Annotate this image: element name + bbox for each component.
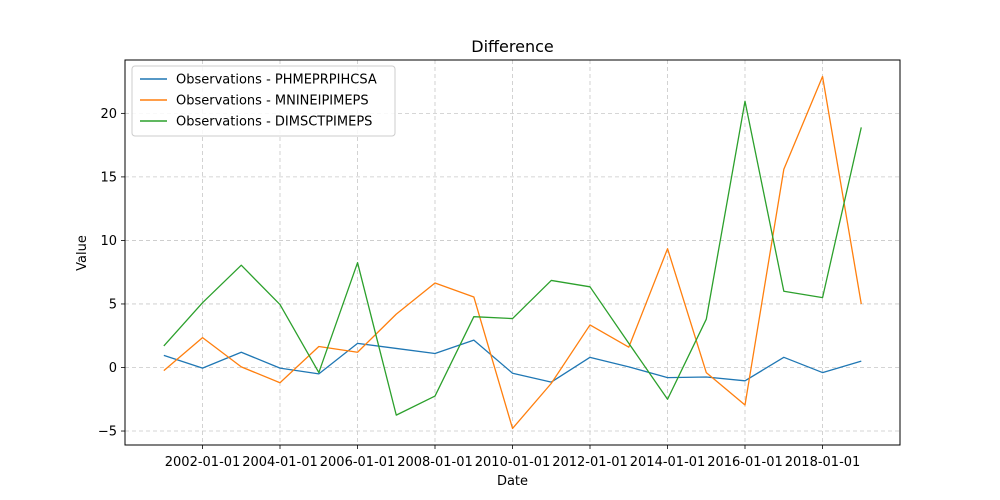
chart-title: Difference (471, 37, 553, 56)
x-tick-label: 2014-01-01 (630, 455, 706, 470)
x-tick-label: 2006-01-01 (320, 455, 396, 470)
legend-label: Observations - PHMEPRPIHCSA (176, 73, 377, 88)
x-tick-label: 2004-01-01 (242, 455, 318, 470)
legend-label: Observations - DIMSCTPIMEPS (176, 115, 372, 130)
y-tick-label: 10 (100, 234, 117, 249)
x-tick-label: 2012-01-01 (552, 455, 628, 470)
y-tick-label: 20 (100, 107, 117, 122)
legend-box (131, 65, 396, 137)
legend: Observations - PHMEPRPIHCSA Observations … (131, 65, 396, 137)
x-tick-label: 2002-01-01 (165, 455, 241, 470)
y-axis-label: Value (75, 235, 90, 271)
x-axis: 2002-01-01 2004-01-01 2006-01-01 2008-01-01… (165, 445, 861, 470)
x-axis-label: Date (497, 474, 528, 489)
series-line-2 (163, 75, 862, 430)
x-tick-label: 2016-01-01 (707, 455, 783, 470)
y-tick-label: 0 (109, 361, 117, 376)
series-layer (163, 75, 862, 430)
y-tick-label: −5 (98, 425, 117, 440)
series-line-3 (163, 100, 862, 416)
y-axis: −5 0 5 10 15 20 (98, 107, 125, 440)
x-tick-label: 2010-01-01 (475, 455, 551, 470)
x-tick-label: 2008-01-01 (397, 455, 473, 470)
y-tick-label: 5 (109, 297, 117, 312)
series-line-1 (163, 339, 862, 383)
y-tick-label: 15 (100, 170, 117, 185)
legend-label: Observations - MNINEIPIMEPS (176, 94, 369, 109)
x-tick-label: 2018-01-01 (785, 455, 861, 470)
